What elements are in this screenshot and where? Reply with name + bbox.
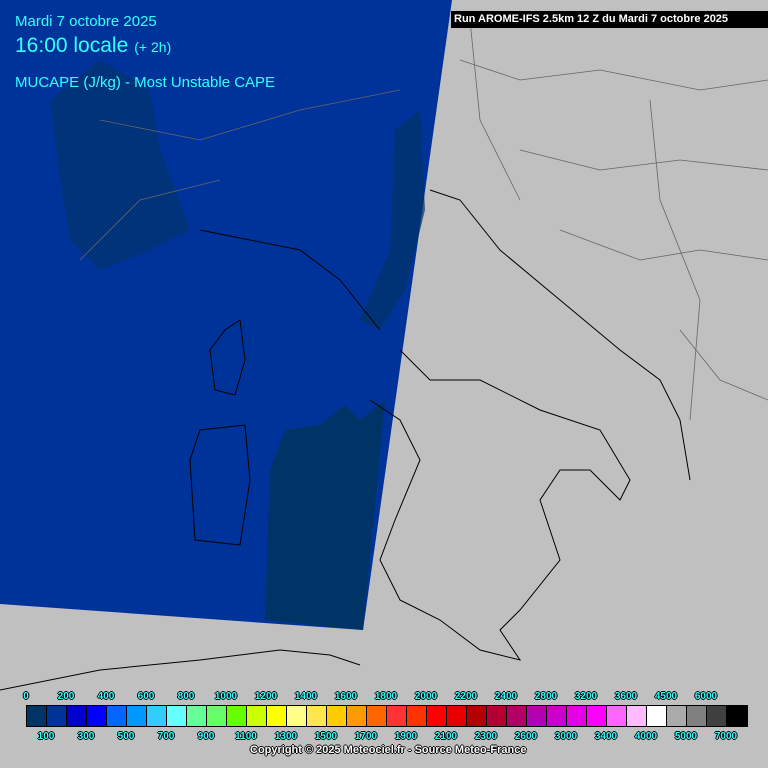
scale-label-bottom: 700: [157, 731, 175, 742]
scale-label-bottom: 2300: [474, 731, 498, 742]
scale-swatch: [687, 706, 707, 726]
scale-swatch: [67, 706, 87, 726]
scale-label-top: 400: [97, 691, 115, 702]
scale-label-top: 1800: [374, 691, 398, 702]
scale-swatch: [447, 706, 467, 726]
scale-swatch: [347, 706, 367, 726]
scale-label-top: 1200: [254, 691, 278, 702]
scale-label-top: 600: [137, 691, 155, 702]
scale-swatch: [367, 706, 387, 726]
scale-label-bottom: 1100: [235, 731, 257, 742]
scale-swatch: [107, 706, 127, 726]
scale-label-bottom: 7000: [714, 731, 738, 742]
scale-swatch: [547, 706, 567, 726]
scale-label-bottom: 3000: [554, 731, 578, 742]
scale-label-bottom: 1700: [354, 731, 378, 742]
scale-swatch: [267, 706, 287, 726]
scale-label-top: 4500: [654, 691, 678, 702]
scale-swatch: [607, 706, 627, 726]
scale-swatch: [387, 706, 407, 726]
scale-swatch: [667, 706, 687, 726]
scale-label-bottom: 100: [37, 731, 55, 742]
scale-swatch: [47, 706, 67, 726]
scale-swatch: [227, 706, 247, 726]
cape-area-dark-alps: [50, 60, 190, 270]
scale-label-bottom: 1300: [274, 731, 298, 742]
scale-swatch: [327, 706, 347, 726]
scale-swatch: [407, 706, 427, 726]
scale-swatch: [707, 706, 727, 726]
scale-label-top: 1400: [294, 691, 318, 702]
scale-swatch: [167, 706, 187, 726]
scale-swatch: [207, 706, 227, 726]
scale-swatch: [187, 706, 207, 726]
local-time: 16:00 locale: [15, 34, 129, 57]
scale-label-top: 1000: [214, 691, 238, 702]
scale-swatch: [87, 706, 107, 726]
scale-swatch: [587, 706, 607, 726]
scale-label-bottom: 2600: [514, 731, 538, 742]
scale-label-bottom: 4000: [634, 731, 658, 742]
scale-swatch: [287, 706, 307, 726]
scale-swatch: [27, 706, 47, 726]
coastlines: [0, 189, 691, 691]
scale-swatch: [487, 706, 507, 726]
scale-label-top: 3600: [614, 691, 638, 702]
run-info: Run AROME-IFS 2.5km 12 Z du Mardi 7 octo…: [451, 11, 768, 28]
scale-label-top: 3200: [574, 691, 598, 702]
scale-label-bottom: 900: [197, 731, 215, 742]
scale-label-top: 0: [23, 691, 29, 702]
scale-label-top: 2800: [534, 691, 558, 702]
utc-offset: (+ 2h): [134, 39, 172, 55]
scale-label-top: 2200: [454, 691, 478, 702]
scale-label-bottom: 1900: [394, 731, 418, 742]
scale-label-bottom: 3400: [594, 731, 618, 742]
scale-swatch: [427, 706, 447, 726]
scale-swatch: [527, 706, 547, 726]
scale-swatch: [147, 706, 167, 726]
scale-label-bottom: 5000: [674, 731, 698, 742]
cape-area-dark-south: [265, 400, 385, 630]
scale-label-bottom: 300: [77, 731, 95, 742]
scale-swatch: [127, 706, 147, 726]
scale-swatch: [307, 706, 327, 726]
parameter-title: MUCAPE (J/kg) - Most Unstable CAPE: [15, 74, 276, 91]
scale-label-top: 2400: [494, 691, 518, 702]
cape-area-dark-east: [360, 110, 425, 330]
scale-label-bottom: 500: [117, 731, 135, 742]
copyright: Copyright © 2025 Meteociel.fr - Source M…: [250, 744, 527, 756]
borders: [79, 19, 768, 421]
scale-label-top: 200: [57, 691, 75, 702]
scale-label-top: 6000: [694, 691, 718, 702]
scale-swatch: [647, 706, 667, 726]
scale-swatch: [467, 706, 487, 726]
scale-swatch: [507, 706, 527, 726]
scale-label-top: 2000: [414, 691, 438, 702]
scale-swatch: [247, 706, 267, 726]
color-scale: [26, 705, 748, 727]
scale-swatch: [627, 706, 647, 726]
scale-swatch: [567, 706, 587, 726]
scale-label-bottom: 1500: [314, 731, 338, 742]
scale-label-top: 800: [177, 691, 195, 702]
scale-label-top: 1600: [334, 691, 358, 702]
forecast-time: 16:00 locale (+ 2h): [15, 34, 171, 58]
forecast-date: Mardi 7 octobre 2025: [15, 13, 157, 30]
scale-label-bottom: 2100: [434, 731, 458, 742]
scale-swatch: [727, 706, 747, 726]
